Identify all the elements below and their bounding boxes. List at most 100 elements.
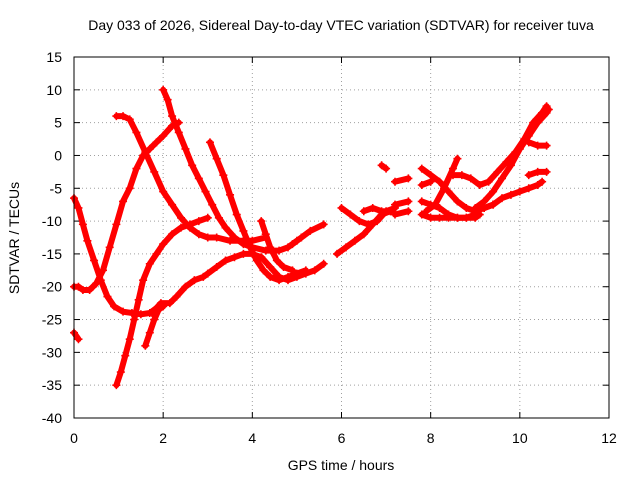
y-tick-label: 0: [54, 147, 62, 163]
data-point: [377, 207, 386, 216]
series-track-25: [471, 105, 553, 212]
data-point: [145, 259, 154, 268]
data-point: [489, 187, 498, 196]
data-point: [506, 190, 515, 199]
data-point: [444, 213, 453, 222]
data-point: [201, 187, 210, 196]
data-point: [350, 236, 359, 245]
data-point: [377, 161, 386, 170]
data-point: [404, 207, 413, 216]
data-point: [524, 171, 533, 180]
data-point: [177, 223, 185, 232]
series-track-21: [417, 210, 484, 222]
x-tick-label: 8: [427, 430, 435, 446]
data-point: [125, 335, 134, 344]
data-point: [319, 259, 328, 268]
data-point: [165, 299, 174, 308]
series-track-8: [148, 249, 328, 317]
data-point: [226, 236, 235, 245]
data-point: [134, 295, 143, 304]
data-point: [90, 256, 99, 265]
data-point: [542, 167, 551, 176]
series-track-11: [288, 220, 328, 249]
data-point: [417, 210, 426, 219]
data-point: [306, 226, 315, 235]
data-point: [457, 171, 466, 180]
data-point: [163, 95, 172, 104]
data-point: [462, 213, 471, 222]
data-point: [156, 299, 165, 308]
data-point: [261, 230, 270, 239]
data-point: [480, 203, 489, 212]
y-tick-label: -30: [42, 344, 62, 360]
data-point: [359, 230, 368, 239]
y-tick-label: -35: [42, 377, 62, 393]
data-point: [533, 118, 542, 127]
data-point: [506, 161, 515, 170]
data-point: [498, 174, 506, 183]
data-point: [275, 276, 284, 285]
series-track-3: [70, 328, 83, 344]
data-point: [272, 256, 281, 265]
data-point: [230, 253, 239, 262]
series-track-16: [391, 197, 413, 209]
gridlines: [74, 57, 609, 418]
data-point: [252, 256, 261, 265]
data-point: [159, 131, 168, 140]
data-point: [538, 177, 547, 186]
data-point: [159, 187, 168, 196]
plot-frame: [73, 56, 610, 419]
data-point: [493, 167, 502, 176]
data-point: [194, 230, 203, 239]
data-point: [426, 177, 435, 186]
data-point: [355, 217, 364, 226]
data-point: [435, 213, 444, 222]
series-track-15: [377, 161, 391, 173]
data-point: [524, 184, 533, 193]
data-point: [177, 213, 185, 222]
y-tick-label: -20: [42, 279, 62, 295]
data-point: [475, 210, 484, 219]
data-point: [132, 128, 141, 137]
series-track-22: [417, 177, 435, 189]
data-point: [219, 171, 228, 180]
data-point: [112, 112, 121, 121]
data-point: [103, 292, 112, 301]
data-point: [205, 138, 214, 147]
data-point: [484, 177, 493, 186]
data-point: [74, 203, 83, 212]
data-point: [159, 85, 168, 94]
data-point: [203, 213, 212, 222]
data-point: [190, 276, 199, 285]
data-point: [266, 243, 275, 252]
data-point: [417, 164, 426, 173]
data-point: [417, 197, 426, 206]
data-point: [239, 249, 248, 258]
data-point: [188, 161, 197, 170]
data-point: [533, 167, 542, 176]
data-point: [119, 112, 128, 121]
series-track-2: [70, 118, 183, 295]
data-point: [116, 368, 125, 377]
data-point: [226, 190, 235, 199]
data-point: [214, 213, 223, 222]
data-point: [230, 233, 239, 242]
x-axis-title: GPS time / hours: [288, 457, 395, 473]
data-point: [221, 256, 230, 265]
data-point: [404, 174, 413, 183]
data-point: [92, 279, 101, 288]
data-point: [297, 233, 306, 242]
data-point: [453, 197, 462, 206]
data-point: [203, 233, 212, 242]
data-point: [221, 223, 230, 232]
series-track-17: [391, 174, 413, 186]
data-point: [257, 253, 266, 262]
series-track-9: [205, 138, 310, 285]
series-track-1: [70, 194, 163, 319]
series-track-10: [257, 217, 297, 275]
data-point: [194, 217, 203, 226]
data-point: [533, 141, 542, 150]
data-point: [194, 174, 203, 183]
data-point: [417, 180, 426, 189]
data-point: [203, 269, 212, 278]
